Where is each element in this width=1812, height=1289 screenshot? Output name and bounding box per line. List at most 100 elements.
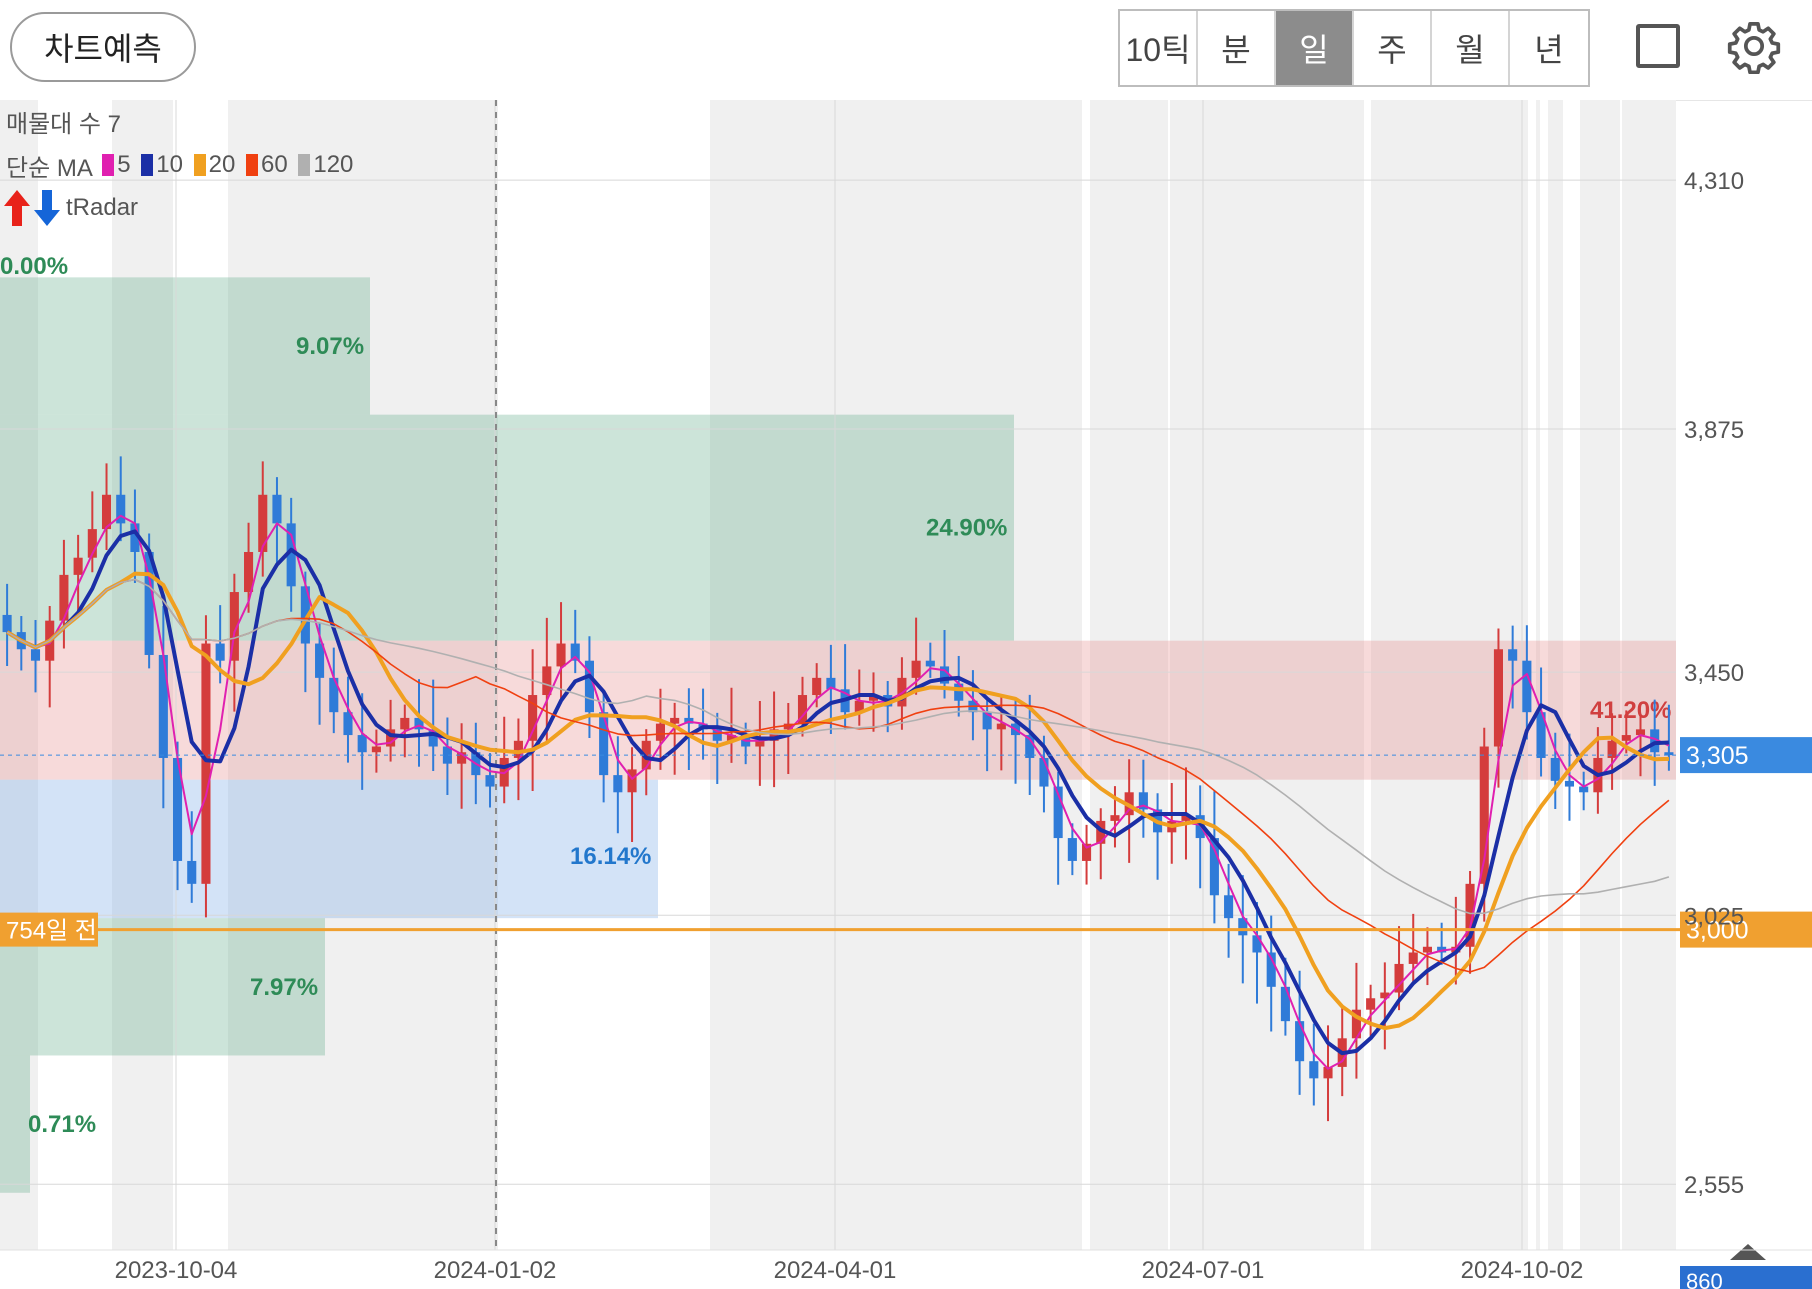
ma-60-item: 60 xyxy=(245,151,288,179)
candle-body xyxy=(1422,946,1432,953)
y-tick-label: 3,875 xyxy=(1684,417,1744,444)
candle-body xyxy=(1309,1061,1319,1079)
session-band xyxy=(1082,100,1090,1250)
tab-day[interactable]: 일 xyxy=(1276,11,1354,85)
candle-body xyxy=(144,551,154,655)
tab-minute[interactable]: 분 xyxy=(1198,11,1276,85)
candle-body xyxy=(485,775,495,787)
ma-10-swatch xyxy=(141,154,154,176)
volume-zone xyxy=(0,779,658,919)
candle-body xyxy=(627,769,637,793)
candle-body xyxy=(584,660,594,713)
chart-predict-button[interactable]: 차트예측 xyxy=(10,12,196,82)
volume-zone-pct: 16.14% xyxy=(570,843,651,870)
ma-line-5 xyxy=(6,514,1670,1070)
candle-body xyxy=(1607,740,1617,758)
volume-zone-pct: 7.97% xyxy=(250,974,318,1001)
candle-body xyxy=(996,723,1006,730)
session-band xyxy=(173,100,228,1250)
legend-volume-profile[interactable]: 매물대 수 7 xyxy=(6,111,122,138)
candle-body xyxy=(1536,712,1546,758)
candle-body xyxy=(1280,986,1290,1022)
tab-month[interactable]: 월 xyxy=(1432,11,1510,85)
candle-body xyxy=(386,729,396,747)
candle-body xyxy=(542,666,552,696)
volume-zone-pct: 24.90% xyxy=(926,515,1007,542)
candle-body xyxy=(1082,843,1092,861)
candle-body xyxy=(229,592,239,661)
x-tick-label: 2024-01-02 xyxy=(434,1257,557,1284)
candle-body xyxy=(1295,1021,1305,1062)
candle-body xyxy=(854,700,864,713)
session-band xyxy=(1364,100,1371,1250)
candle-body xyxy=(868,695,879,701)
x-tick-label: 2024-10-02 xyxy=(1461,1257,1584,1284)
session-band xyxy=(1540,100,1548,1250)
legend-tradar[interactable]: tRadar xyxy=(4,190,138,226)
reference-price-label: 3,000 xyxy=(1686,917,1749,945)
volume-zone xyxy=(0,277,370,415)
y-tick-label: 2,555 xyxy=(1684,1172,1744,1199)
candle-body xyxy=(300,586,310,644)
tab-10tick[interactable]: 10틱 xyxy=(1120,11,1198,85)
period-tabs: 10틱 분 일 주 월 년 xyxy=(1118,9,1590,87)
candle-body xyxy=(1238,918,1248,936)
x-tick-label: 2024-07-01 xyxy=(1142,1257,1265,1284)
ma-line-20 xyxy=(6,571,1669,1031)
reference-price-box xyxy=(1680,911,1812,948)
candle-body xyxy=(783,723,793,730)
candle-body xyxy=(556,643,566,667)
candle-body xyxy=(1351,1009,1361,1039)
candle-body xyxy=(570,643,580,661)
candle-body xyxy=(755,740,765,747)
candle-body xyxy=(528,695,538,741)
candle-body xyxy=(315,643,325,678)
legend-moving-average[interactable]: 단순 MA 5 10 20 60 120 xyxy=(6,148,353,183)
candle-body xyxy=(1252,935,1262,953)
ma-20-item: 20 xyxy=(193,151,235,179)
candle-body xyxy=(613,775,623,793)
ma-120-item: 120 xyxy=(298,151,353,179)
tab-week[interactable]: 주 xyxy=(1354,11,1432,85)
candle-body xyxy=(1025,735,1035,758)
candle-body xyxy=(1366,998,1376,1010)
candle-body xyxy=(329,677,339,713)
candle-body xyxy=(73,557,83,575)
candle-body xyxy=(670,717,680,724)
candle-body xyxy=(244,551,254,593)
plot-background xyxy=(0,100,1676,1250)
candle-body xyxy=(1579,786,1589,793)
fullscreen-square-icon[interactable] xyxy=(1636,24,1680,68)
reference-label-box xyxy=(0,912,98,947)
bottom-value-label: 860 xyxy=(1686,1269,1723,1289)
scroll-up-icon xyxy=(1730,1244,1766,1260)
ma-line-120 xyxy=(6,578,1670,915)
candle-body xyxy=(1550,757,1560,781)
candle-body xyxy=(1323,1066,1333,1079)
candle-body xyxy=(797,695,808,724)
volume-zone xyxy=(0,1055,30,1193)
volume-zone-pct: 0.71% xyxy=(28,1111,96,1138)
session-band xyxy=(1563,100,1580,1250)
current-price-label: 3,305 xyxy=(1686,742,1749,770)
candle-body xyxy=(59,574,69,621)
y-tick-label: 3,450 xyxy=(1684,660,1744,687)
ma-20-swatch xyxy=(193,154,206,176)
session-band xyxy=(1528,100,1536,1250)
settings-gear-icon[interactable] xyxy=(1726,18,1782,74)
price-chart[interactable]: 9.07% 24.90% 41.20% 16.14% 7.97% 0.71% 0.00% 7… xyxy=(0,100,1812,1289)
tab-year[interactable]: 년 xyxy=(1534,32,1564,68)
candle-body xyxy=(1181,815,1191,821)
candle-body xyxy=(1053,786,1063,839)
candle-body xyxy=(1224,895,1234,919)
candle-body xyxy=(1110,815,1120,821)
ma-5-label: 5 xyxy=(117,151,131,178)
candle-body xyxy=(769,729,779,741)
candle-body xyxy=(30,649,41,661)
candle-body xyxy=(1067,838,1077,861)
ma-5-item: 5 xyxy=(102,151,131,179)
candle-body xyxy=(1096,820,1106,844)
ma-60-label: 60 xyxy=(260,151,288,178)
y-tick-label: 3,025 xyxy=(1684,903,1744,930)
session-band xyxy=(1168,100,1170,1250)
